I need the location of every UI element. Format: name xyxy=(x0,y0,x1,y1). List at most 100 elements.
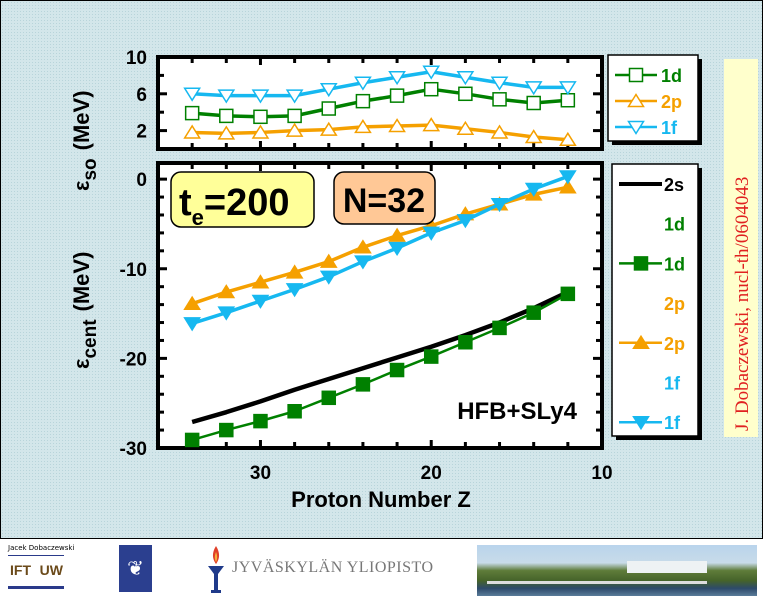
top-y-axis-unit: (MeV) xyxy=(69,90,94,150)
data-point-1d xyxy=(184,432,200,448)
x-tick-labels: 30 20 10 xyxy=(250,463,613,484)
data-point-1d xyxy=(526,305,541,320)
series-1d xyxy=(184,286,576,448)
torch-icon xyxy=(208,546,224,593)
legend-label: 2p xyxy=(661,92,682,112)
data-point-1f xyxy=(319,270,338,285)
bottom-y-tick-labels: 0 -10 -20 -30 xyxy=(120,170,147,460)
data-point-1f xyxy=(251,89,270,104)
data-point-1d xyxy=(219,422,234,438)
top-y-axis-symbol: ε xyxy=(69,180,94,191)
data-point-1d xyxy=(423,81,439,97)
data-point-1f xyxy=(354,255,372,270)
legend-marker xyxy=(627,120,645,135)
legend-marker xyxy=(633,256,649,271)
data-point-1d xyxy=(321,390,337,406)
data-point-1d xyxy=(492,92,507,107)
data-point-2p xyxy=(217,284,236,299)
series-1f xyxy=(183,65,577,104)
credit-box xyxy=(724,59,758,437)
data-point-2p xyxy=(558,131,577,147)
data-point-2p xyxy=(251,124,270,139)
legend-label: 1f xyxy=(664,413,681,433)
data-point-2p xyxy=(319,253,338,268)
data-point-2p xyxy=(251,274,270,289)
top-legend-items: 1d 2p 1f xyxy=(615,66,682,138)
n-label-text: N=32 xyxy=(343,182,425,220)
slide-background: 2 6 10 εso(MeV) 0 -10 -20 -30 30 20 10 εcent(Me… xyxy=(0,0,763,539)
data-point-1d xyxy=(389,362,405,378)
data-point-1f xyxy=(490,197,509,213)
series-2s xyxy=(191,290,569,425)
n-label: N=32 xyxy=(333,171,436,225)
legend-label: 2p xyxy=(664,294,685,314)
data-point-2p xyxy=(285,122,304,137)
data-point-1f xyxy=(285,89,304,104)
data-point-1f xyxy=(524,81,543,96)
y-tick-label: 10 xyxy=(126,48,147,69)
x-tick-label: 30 xyxy=(250,463,271,484)
te-value: =200 xyxy=(204,182,290,224)
campus-building xyxy=(627,561,707,573)
data-point-1f xyxy=(456,70,475,86)
data-point-1d xyxy=(560,92,576,108)
data-point-1d xyxy=(184,105,200,121)
series-line-2s xyxy=(191,290,569,425)
data-point-2p xyxy=(285,264,304,279)
bottom-plot-ticks xyxy=(158,163,602,448)
bottom-plot-series xyxy=(183,170,577,448)
campus-bridge xyxy=(487,581,707,584)
legend-marker xyxy=(627,93,645,108)
y-tick-label: -30 xyxy=(120,439,147,460)
data-point-1d xyxy=(458,86,473,102)
data-point-1f xyxy=(524,182,543,197)
te-label-text: te=200 xyxy=(179,182,290,230)
data-point-1d xyxy=(253,413,268,429)
series-2p xyxy=(183,117,577,147)
legend-item-2s: 2s xyxy=(619,175,684,195)
data-point-1d xyxy=(423,349,439,364)
x-tick-label: 10 xyxy=(591,463,612,484)
ift-logo-box: IFT UW xyxy=(8,555,64,589)
data-point-2p xyxy=(388,118,406,133)
data-point-1f xyxy=(319,82,338,98)
data-point-1d xyxy=(492,320,507,336)
te-symbol: t xyxy=(179,182,192,224)
warsaw-university-emblem-icon: ❦ xyxy=(119,545,152,592)
x-axis-title: Proton Number Z xyxy=(291,487,471,512)
bottom-legend: 2s 1d 1d 2p 2p 1f 1f xyxy=(611,163,702,440)
y-tick-label: -20 xyxy=(120,349,147,370)
data-point-1f xyxy=(388,241,406,257)
data-point-1f xyxy=(183,87,202,102)
legend-item-1d: 1d xyxy=(619,254,685,274)
uw-text: UW xyxy=(39,562,63,578)
series-1d xyxy=(184,81,576,125)
model-label: HFB+SLy4 xyxy=(457,398,577,425)
legend-item-1d: 1d xyxy=(615,66,682,86)
credit-text: J. Dobaczewski, nucl-th/0604043 xyxy=(732,177,753,431)
data-point-1f xyxy=(388,70,406,86)
data-point-1f xyxy=(354,76,372,91)
series-line-2p xyxy=(192,123,568,142)
legend-item-1d: 1d xyxy=(664,215,685,235)
te-label-box xyxy=(170,171,315,228)
data-point-1d xyxy=(355,377,371,392)
data-point-1f xyxy=(217,306,236,321)
legend-item-2p: 2p xyxy=(664,294,685,314)
footer-logos: Jacek Dobaczewski IFT UW ❦ JYVÄSKYLÄN YL… xyxy=(0,539,763,597)
legend-label: 1f xyxy=(664,374,681,394)
data-point-1d xyxy=(389,88,405,103)
data-point-2p xyxy=(183,295,202,310)
data-point-1f xyxy=(183,317,202,332)
legend-item-1f: 1f xyxy=(615,118,678,138)
top-y-tick-labels: 2 6 10 xyxy=(126,48,147,143)
ift-text: IFT xyxy=(10,562,31,578)
data-point-1d xyxy=(287,404,302,419)
legend-item-1f: 1f xyxy=(664,374,681,394)
top-legend: 1d 2p 1f xyxy=(607,54,702,145)
data-point-2p xyxy=(217,125,236,140)
data-point-1d xyxy=(287,108,302,124)
bottom-y-axis-sub: cent xyxy=(80,319,101,359)
data-point-1f xyxy=(285,283,304,298)
